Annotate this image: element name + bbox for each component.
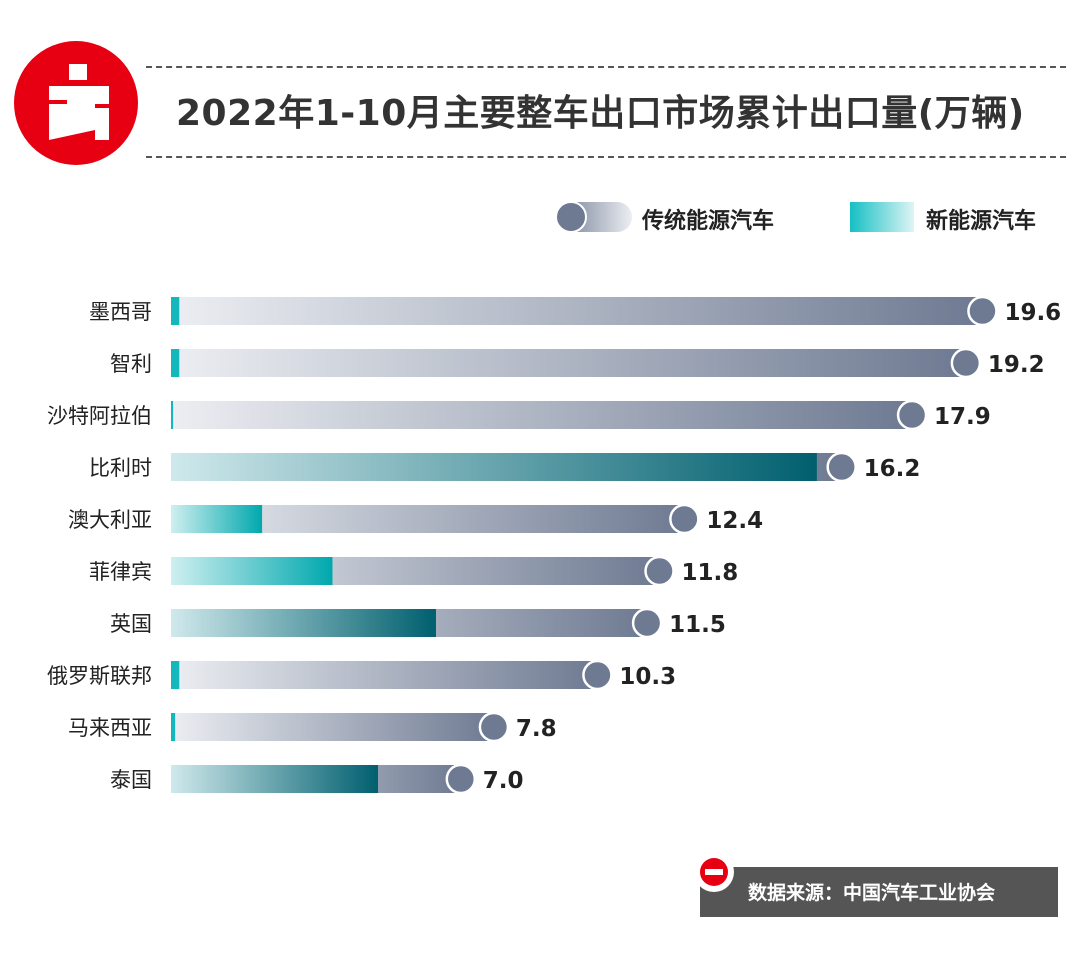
bar-traditional xyxy=(171,297,983,325)
source-badge-icon xyxy=(694,852,734,892)
bar-traditional xyxy=(171,661,598,689)
category-label: 英国 xyxy=(110,612,152,636)
title-bottom-divider xyxy=(146,156,1066,158)
bar-end-knob xyxy=(478,711,510,743)
legend-traditional-label: 传统能源汽车 xyxy=(642,209,775,234)
bar-nev xyxy=(171,401,174,429)
legend-nev-label: 新能源汽车 xyxy=(926,209,1037,234)
data-label: 11.5 xyxy=(669,612,726,638)
bar-chart: 墨西哥 19.6 智利 19.2 沙特阿拉伯 17.9 比利时 16.2 澳大利亚 12.4 菲律宾… xyxy=(47,295,1061,795)
bar-end-knob xyxy=(967,295,998,327)
bar-nev xyxy=(171,453,817,481)
bar-nev xyxy=(171,661,180,689)
category-label: 智利 xyxy=(110,352,152,376)
category-label: 澳大利亚 xyxy=(68,508,152,532)
data-label: 12.4 xyxy=(706,508,763,534)
data-source: 数据来源：中国汽车工业协会 xyxy=(748,882,996,904)
data-label: 7.0 xyxy=(483,768,524,794)
data-label: 19.2 xyxy=(988,352,1045,378)
bar-nev xyxy=(171,557,333,585)
bar-nev xyxy=(171,297,180,325)
data-label: 11.8 xyxy=(682,560,739,586)
brand-logo-icon xyxy=(14,41,138,165)
bar-end-knob xyxy=(631,607,663,639)
bar-end-knob xyxy=(896,399,928,431)
bar-nev xyxy=(171,713,176,741)
bar-end-knob xyxy=(582,659,613,691)
source-box xyxy=(700,867,1058,917)
bar-nev xyxy=(171,765,378,793)
data-label: 10.3 xyxy=(619,664,676,690)
bar-traditional xyxy=(171,713,494,741)
bar-end-knob xyxy=(826,451,857,483)
bar-nev xyxy=(171,349,180,377)
legend-traditional-knob-icon xyxy=(555,201,587,233)
title-top-divider xyxy=(146,66,1066,68)
category-label: 沙特阿拉伯 xyxy=(47,404,152,428)
data-label: 17.9 xyxy=(934,404,991,430)
category-label: 俄罗斯联邦 xyxy=(47,664,152,688)
bar-traditional xyxy=(171,349,966,377)
data-label: 7.8 xyxy=(516,716,557,742)
bar-traditional xyxy=(171,401,913,429)
data-label: 16.2 xyxy=(864,456,921,482)
bar-end-knob xyxy=(950,347,982,379)
bar-end-knob xyxy=(669,503,700,535)
category-label: 菲律宾 xyxy=(89,560,152,584)
category-label: 比利时 xyxy=(89,456,152,480)
bar-end-knob xyxy=(644,555,675,587)
bar-end-knob xyxy=(445,763,477,795)
data-label: 19.6 xyxy=(1004,300,1061,326)
category-label: 马来西亚 xyxy=(68,716,152,740)
chart-title: 2022年1-10月主要整车出口市场累计出口量(万辆) xyxy=(176,93,1025,134)
category-label: 泰国 xyxy=(110,768,152,792)
legend-nev-swatch xyxy=(850,202,914,232)
bar-nev xyxy=(171,609,436,637)
category-label: 墨西哥 xyxy=(89,300,152,324)
bar-nev xyxy=(171,505,263,533)
